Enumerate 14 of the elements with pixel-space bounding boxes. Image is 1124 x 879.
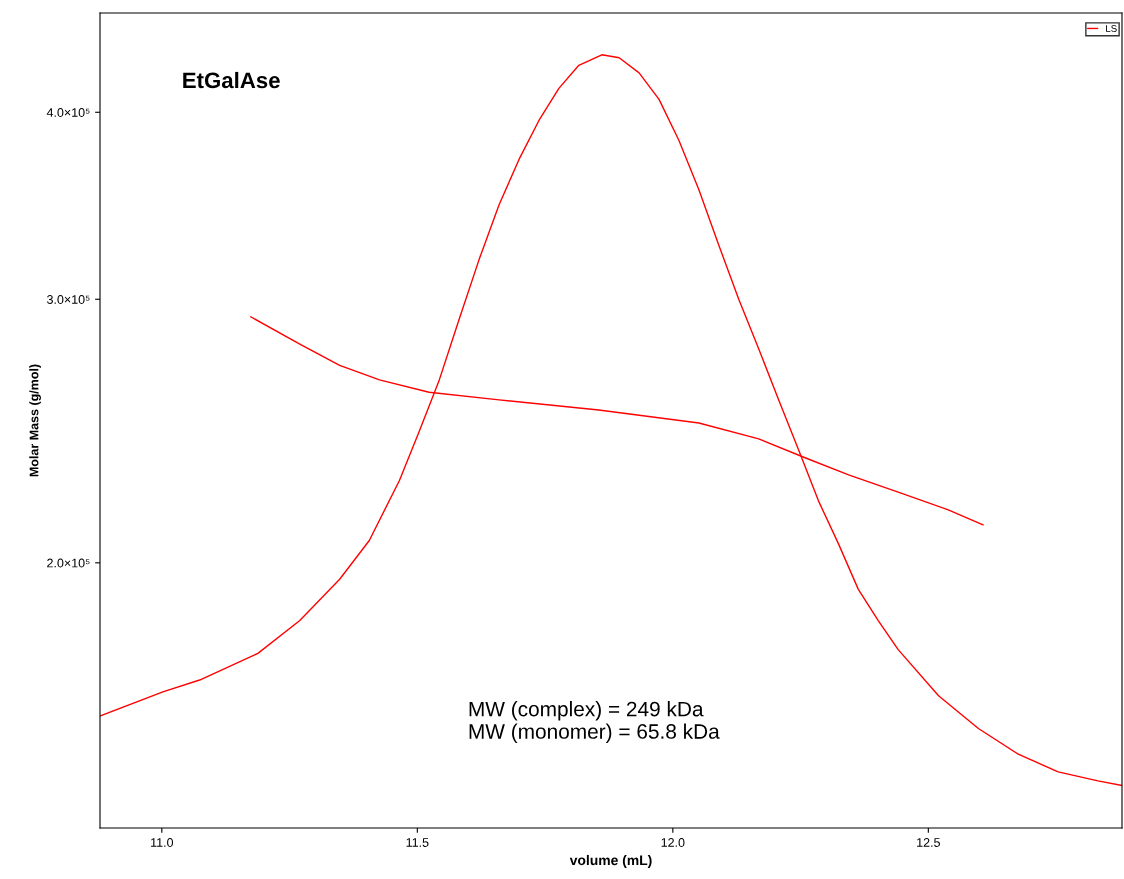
legend-label: LS	[1106, 25, 1117, 32]
x-tick-label: 12.5	[917, 838, 940, 847]
annotation: EtGalAse	[183, 71, 280, 89]
y-axis-title: Molar Mass (g/mol)	[29, 364, 41, 477]
y-tick-label: 4.0×10⁵	[46, 108, 90, 117]
x-tick-label: 11.5	[406, 838, 429, 847]
y-tick-label: 3.0×10⁵	[46, 295, 90, 304]
x-tick-label: 11.0	[151, 838, 174, 847]
x-axis-title: volume (mL)	[569, 854, 652, 868]
line-series	[250, 316, 984, 526]
y-tick-label: 2.0×10⁵	[47, 558, 90, 568]
annotation: MW (complex) = 249 kDa MW (monomer) = 65.8 kDa	[469, 701, 720, 743]
x-tick-label: 12.0	[661, 838, 685, 847]
line-series	[100, 54, 1122, 787]
